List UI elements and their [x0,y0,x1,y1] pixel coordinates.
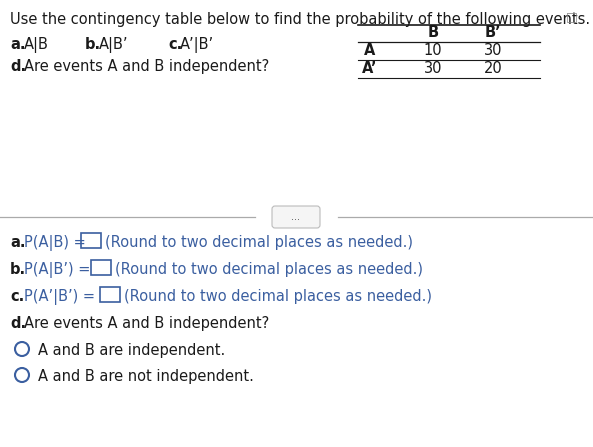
Text: B: B [428,25,439,40]
Text: 20: 20 [484,61,502,76]
Text: ...: ... [292,212,301,222]
FancyBboxPatch shape [272,206,320,228]
Text: P(A|B’) =: P(A|B’) = [24,262,95,278]
Text: c.: c. [168,37,182,52]
Text: A|B’: A|B’ [99,37,129,53]
Text: d.: d. [10,316,26,331]
Text: Are events A and B independent?: Are events A and B independent? [24,59,269,74]
Text: 10: 10 [423,43,442,58]
Text: A’: A’ [362,61,378,76]
Text: P(A’|B’) =: P(A’|B’) = [24,289,100,305]
FancyBboxPatch shape [91,260,111,275]
Text: A and B are not independent.: A and B are not independent. [38,369,254,384]
Text: Use the contingency table below to find the probability of the following events.: Use the contingency table below to find … [10,12,590,27]
Circle shape [15,368,29,382]
Circle shape [15,342,29,356]
Text: 30: 30 [484,43,502,58]
Text: b.: b. [85,37,101,52]
Text: A: A [364,43,376,58]
Text: P(A|B) =: P(A|B) = [24,235,90,251]
Text: d.: d. [10,59,26,74]
Text: 30: 30 [424,61,442,76]
Text: A and B are independent.: A and B are independent. [38,343,225,358]
Text: a.: a. [10,235,25,250]
Text: b.: b. [10,262,26,277]
Text: A’|B’: A’|B’ [180,37,214,53]
Text: B’: B’ [484,25,501,40]
Text: Are events A and B independent?: Are events A and B independent? [24,316,269,331]
FancyBboxPatch shape [81,233,101,248]
Text: □: □ [566,10,578,23]
Text: A|B: A|B [24,37,49,53]
FancyBboxPatch shape [100,287,120,302]
Text: c.: c. [10,289,24,304]
Text: (Round to two decimal places as needed.): (Round to two decimal places as needed.) [105,235,413,250]
Text: (Round to two decimal places as needed.): (Round to two decimal places as needed.) [115,262,423,277]
Text: (Round to two decimal places as needed.): (Round to two decimal places as needed.) [124,289,432,304]
Text: a.: a. [10,37,25,52]
